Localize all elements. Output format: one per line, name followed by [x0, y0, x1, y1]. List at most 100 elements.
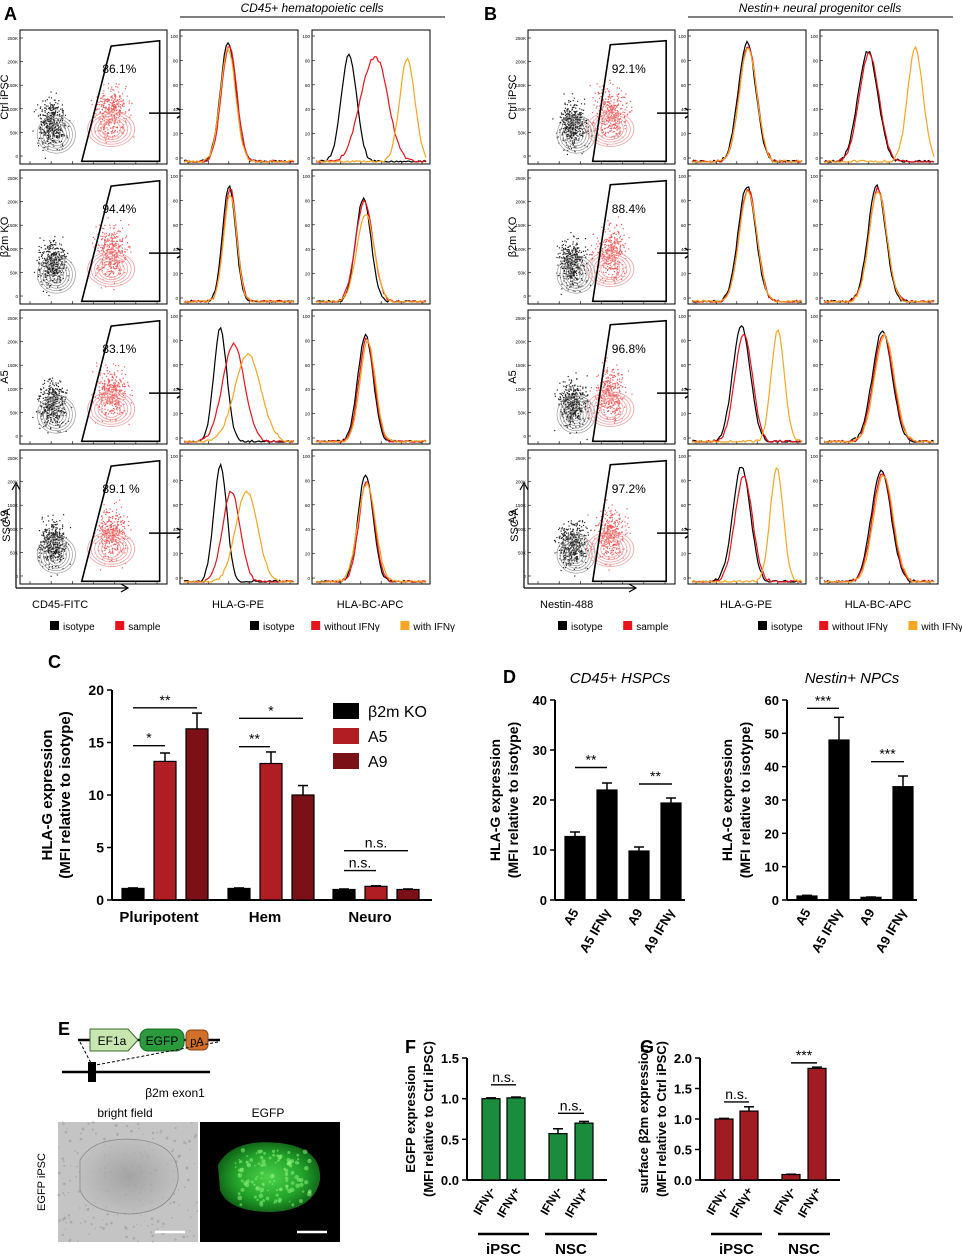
event-dot	[119, 516, 121, 519]
event-dot	[50, 109, 52, 112]
event-dot	[622, 111, 624, 113]
event-dot	[562, 253, 564, 256]
event-dot	[606, 88, 609, 90]
event-dot	[102, 267, 104, 269]
event-dot	[112, 537, 115, 539]
event-dot	[577, 113, 579, 115]
event-dot	[574, 290, 576, 292]
event-dot	[97, 234, 99, 236]
event-dot	[48, 267, 50, 269]
event-dot	[567, 128, 569, 130]
event-dot	[105, 412, 107, 414]
event-dot	[46, 127, 48, 129]
event-dot	[116, 528, 118, 530]
event-dot	[572, 243, 574, 245]
contour	[51, 407, 61, 422]
event-dot	[606, 277, 608, 279]
event-dot	[110, 539, 112, 541]
event-dot	[120, 520, 123, 522]
event-dot	[570, 135, 572, 137]
event-dot	[49, 378, 51, 380]
event-dot	[58, 537, 61, 539]
event-dot	[42, 393, 45, 395]
gate-polygon	[80, 39, 161, 163]
event-dot	[112, 398, 114, 400]
event-dot	[91, 242, 94, 244]
event-dot	[46, 262, 48, 264]
event-dot	[55, 391, 57, 393]
event-dot	[562, 123, 564, 125]
event-dot	[53, 533, 56, 535]
legend-label: with IFNγ	[412, 622, 455, 633]
event-dot	[95, 112, 97, 115]
event-dot	[621, 251, 623, 253]
event-dot	[97, 247, 99, 249]
event-dot	[596, 101, 599, 103]
event-dot	[98, 101, 100, 103]
event-dot	[109, 136, 111, 138]
event-dot	[115, 255, 118, 258]
event-dot	[58, 254, 61, 256]
event-dot	[45, 115, 47, 117]
event-dot	[55, 527, 57, 529]
contour	[45, 122, 67, 147]
event-dot	[51, 525, 53, 528]
event-dot	[608, 119, 610, 121]
event-dot	[104, 384, 106, 386]
event-dot	[55, 394, 57, 396]
event-dot	[112, 532, 114, 534]
event-dot	[562, 127, 564, 130]
event-dot	[102, 96, 104, 98]
event-dot	[579, 112, 581, 114]
event-dot	[579, 122, 581, 124]
event-dot	[618, 122, 620, 124]
event-dot	[105, 273, 107, 276]
event-dot	[121, 533, 123, 536]
event-dot	[123, 102, 125, 104]
event-dot	[105, 514, 107, 516]
event-dot	[63, 533, 65, 535]
event-dot	[115, 365, 117, 367]
event-dot	[103, 385, 105, 387]
event-dot	[561, 245, 563, 247]
event-dot	[612, 95, 614, 98]
event-dot	[575, 258, 578, 260]
event-dot	[97, 535, 99, 538]
event-dot	[567, 118, 569, 120]
event-dot	[49, 543, 51, 545]
event-dot	[47, 246, 49, 248]
event-dot	[118, 393, 120, 395]
event-dot	[575, 119, 577, 121]
event-dot	[576, 116, 578, 119]
event-dot	[105, 286, 107, 288]
tick-label: 20	[173, 412, 179, 417]
event-dot	[103, 266, 105, 268]
event-dot	[50, 532, 52, 534]
event-dot	[53, 124, 55, 126]
event-dot	[601, 109, 603, 111]
contour	[45, 262, 67, 287]
event-dot	[47, 380, 49, 382]
event-dot	[45, 418, 47, 420]
event-dot	[109, 118, 111, 121]
event-dot	[575, 250, 578, 253]
event-dot	[570, 136, 572, 138]
event-dot	[564, 119, 566, 121]
event-dot	[112, 125, 114, 128]
event-dot	[114, 543, 116, 545]
event-dot	[619, 113, 622, 115]
event-dot	[51, 377, 54, 379]
event-dot	[564, 260, 566, 262]
event-dot	[113, 527, 115, 529]
event-dot	[112, 410, 115, 412]
event-dot	[56, 531, 58, 534]
event-dot	[123, 118, 125, 120]
event-dot	[589, 84, 591, 87]
event-dot	[69, 563, 71, 565]
event-dot	[118, 267, 120, 269]
event-dot	[623, 96, 625, 98]
event-dot	[56, 394, 58, 396]
event-dot	[113, 372, 116, 374]
event-dot	[604, 127, 606, 129]
tick-label: 100K	[7, 387, 18, 392]
